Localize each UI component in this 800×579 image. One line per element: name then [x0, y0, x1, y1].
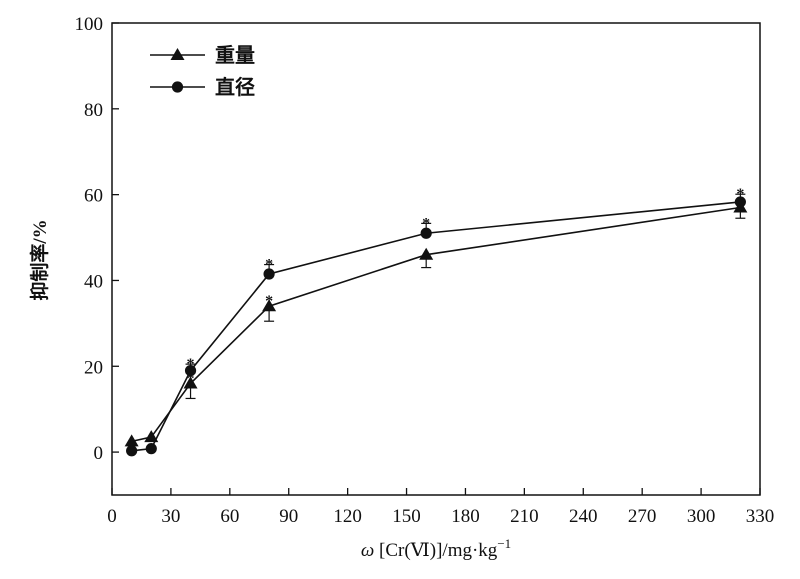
data-point: [419, 247, 434, 260]
series-circle: ****: [126, 186, 746, 457]
y-tick-label: 60: [84, 186, 103, 207]
significance-marker: *: [736, 186, 744, 203]
data-point: [734, 196, 746, 208]
x-tick-label: 180: [451, 506, 480, 527]
legend-marker: [171, 81, 184, 93]
x-axis-ticks: 0 30 60 90 120 150 180 210 240 270 300 330: [107, 488, 774, 527]
x-axis-label: ω [Cr(Ⅵ)]/mg·kg−1: [361, 536, 511, 561]
data-point: [145, 443, 157, 455]
y-tick-label: 100: [75, 14, 104, 35]
y-axis-ticks: 0 20 40 60 80 100: [75, 14, 119, 464]
x-tick-label: 60: [220, 506, 239, 527]
series-layer: *******: [124, 186, 748, 457]
significance-marker: *: [187, 356, 195, 373]
x-tick-label: 30: [161, 506, 180, 527]
data-point: [263, 268, 275, 280]
series-line: [131, 201, 741, 452]
x-tick-label: 330: [746, 506, 775, 527]
legend-label: 直径: [215, 75, 255, 99]
data-point: [420, 227, 432, 239]
y-tick-label: 80: [84, 100, 103, 121]
data-point: [262, 299, 277, 312]
legend-marker: [170, 48, 185, 61]
data-point: [183, 376, 198, 389]
significance-marker: *: [422, 215, 430, 232]
y-tick-label: 20: [84, 357, 103, 378]
x-tick-label: 240: [569, 506, 598, 527]
data-point: [144, 430, 159, 443]
x-tick-label: 210: [510, 506, 539, 527]
legend-item: 重量: [150, 43, 255, 67]
y-tick-label: 0: [94, 443, 104, 464]
x-tick-label: 90: [279, 506, 298, 527]
significance-marker: *: [187, 370, 195, 387]
data-point: [126, 445, 138, 457]
x-tick-label: 150: [392, 506, 421, 527]
significance-marker: *: [265, 293, 273, 310]
series-line: [131, 206, 741, 443]
data-point: [124, 434, 139, 447]
legend-label: 重量: [215, 43, 255, 67]
legend-item: 直径: [150, 75, 255, 99]
x-tick-label: 270: [628, 506, 657, 527]
plot-frame: [111, 22, 761, 496]
significance-marker: *: [265, 257, 273, 274]
y-axis-label: 抑制率/%: [28, 219, 51, 300]
data-point: [184, 364, 197, 377]
y-tick-label: 40: [84, 271, 103, 292]
x-tick-label: 0: [107, 506, 117, 527]
x-tick-label: 120: [333, 506, 362, 527]
x-tick-label: 300: [687, 506, 716, 527]
